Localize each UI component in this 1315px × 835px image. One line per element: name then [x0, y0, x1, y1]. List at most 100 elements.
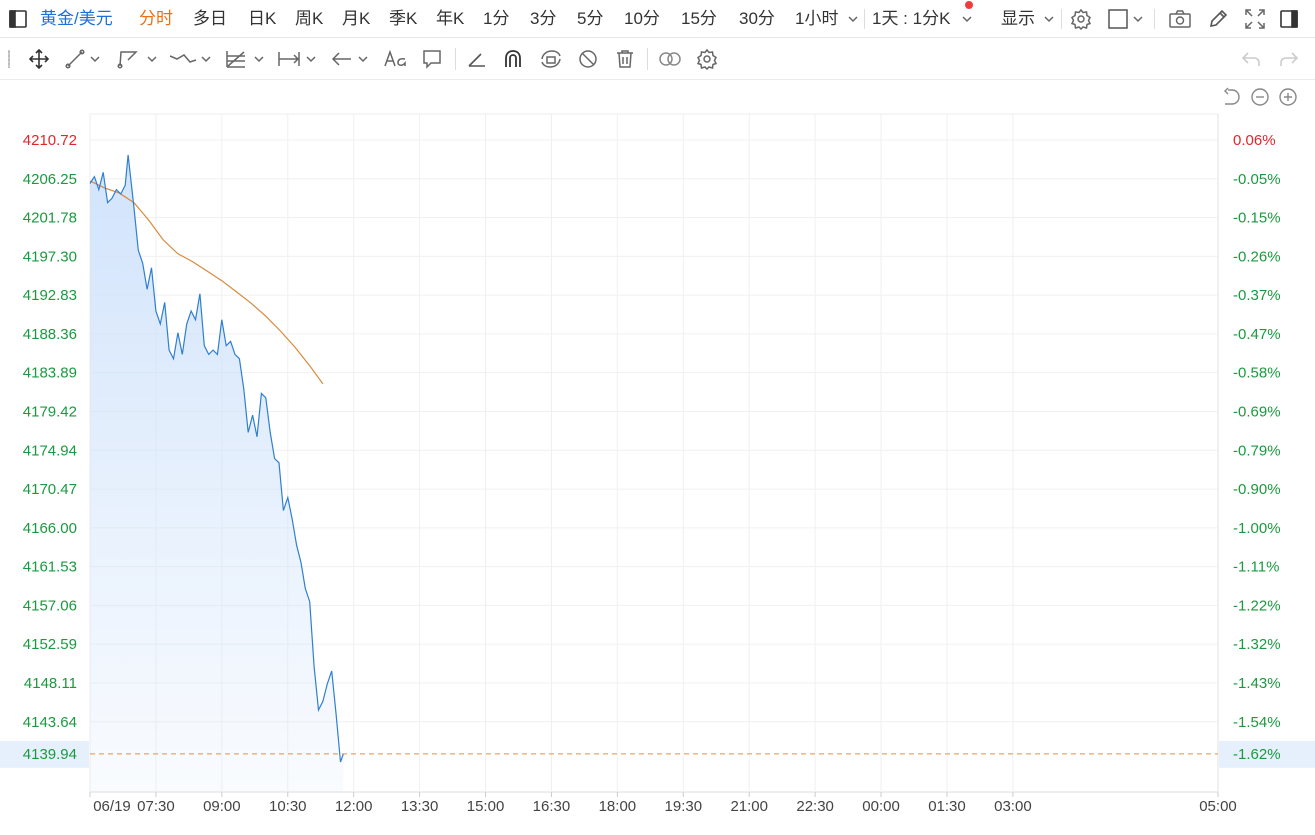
ruler-icon[interactable] [466, 48, 488, 70]
zoom-controls [1224, 87, 1297, 106]
x-tick-label: 06/19 [93, 798, 131, 815]
link-icon[interactable] [657, 48, 683, 70]
drawing-toolbar [0, 38, 1315, 80]
magnet-icon[interactable] [502, 48, 524, 70]
period-tab-daily[interactable]: 日K [248, 9, 277, 28]
x-tick-label: 21:00 [730, 798, 768, 815]
period-tab-yearly[interactable]: 年K [436, 9, 465, 28]
redo-icon[interactable] [1278, 48, 1300, 70]
top-toolbar: 黄金/美元 分时 多日 日K 周K 月K 季K 年K 1分 3分 5分 10分 … [0, 0, 1315, 38]
y-pct-label: -0.90% [1233, 481, 1281, 498]
drag-handle[interactable] [8, 50, 10, 68]
camera-icon[interactable] [1168, 9, 1192, 29]
y-tick-label: 4152.59 [23, 636, 77, 653]
y-tick-label: 4197.30 [23, 248, 77, 265]
measure-icon[interactable] [277, 48, 321, 70]
y-tick-label: 4210.72 [23, 132, 77, 149]
sidebar-toggle-icon[interactable] [8, 9, 28, 29]
x-tick-label: 15:00 [467, 798, 505, 815]
period-tab-quarterly[interactable]: 季K [389, 9, 418, 28]
chevron-down-icon[interactable] [1043, 14, 1055, 24]
move-icon[interactable] [28, 48, 50, 70]
y-pct-label: -1.22% [1233, 597, 1281, 614]
y-pct-label: -0.47% [1233, 326, 1281, 343]
period-tab-1hour[interactable]: 1小时 [795, 9, 839, 28]
x-tick-label: 19:30 [665, 798, 703, 815]
average-series-line [89, 180, 324, 385]
panel-icon[interactable] [1279, 9, 1299, 29]
chevron-down-icon[interactable] [847, 14, 859, 24]
text-icon[interactable] [383, 48, 409, 70]
trash-icon[interactable] [614, 48, 636, 70]
x-tick-label: 05:00 [1199, 798, 1237, 815]
period-tab-multiday[interactable]: 多日 [193, 9, 227, 28]
x-tick-label: 03:00 [994, 798, 1032, 815]
pencil-icon[interactable] [1207, 8, 1229, 30]
fullscreen-icon[interactable] [1244, 8, 1266, 30]
interval-select[interactable]: 1天 : 1分K [872, 9, 951, 28]
price-axis: 4210.72 4206.25 4201.78 4197.30 4192.83 4188.… [23, 132, 77, 731]
gear-icon[interactable] [1070, 8, 1092, 30]
period-tab-5min[interactable]: 5分 [577, 9, 604, 28]
current-price-label: 4139.94 [23, 746, 77, 763]
x-tick-label: 22:30 [796, 798, 834, 815]
current-price-marker: 4139.94 -1.62% [0, 740, 1315, 768]
y-tick-label: 4148.11 [24, 675, 77, 692]
period-tab-15min[interactable]: 15分 [681, 9, 717, 28]
price-line [89, 154, 344, 763]
x-tick-label: 07:30 [137, 798, 175, 815]
y-pct-label: -0.58% [1233, 365, 1281, 382]
y-tick-label: 4188.36 [23, 326, 77, 343]
percent-axis: 0.06% -0.05% -0.15% -0.26% -0.37% -0.47% -0.58… [1233, 132, 1281, 731]
y-pct-label: -0.37% [1233, 287, 1281, 304]
y-tick-label: 4206.25 [23, 171, 77, 188]
x-tick-label: 16:30 [533, 798, 571, 815]
x-tick-label: 12:00 [335, 798, 373, 815]
wave-icon[interactable] [168, 48, 214, 70]
x-tick-label: 01:30 [928, 798, 966, 815]
chevron-down-icon[interactable] [1132, 14, 1144, 24]
tool-settings-icon[interactable] [696, 48, 718, 70]
time-axis: 06/19 07:30 09:00 10:30 12:00 13:30 15:00 16:30… [93, 798, 1237, 815]
period-tab-1min[interactable]: 1分 [483, 9, 510, 28]
zoom-in-icon[interactable] [1279, 88, 1297, 106]
period-tab-10min[interactable]: 10分 [624, 9, 660, 28]
y-pct-label: -0.79% [1233, 442, 1281, 459]
zoom-out-icon[interactable] [1251, 88, 1269, 106]
y-pct-label: -0.69% [1233, 403, 1281, 420]
price-series-line [89, 154, 344, 763]
square-icon[interactable] [1108, 9, 1128, 29]
x-tick-label: 13:30 [401, 798, 439, 815]
hide-icon[interactable] [577, 48, 599, 70]
price-chart[interactable]: 4139.94 -1.62% 4210.72 4206.25 4201.78 4197.… [0, 80, 1315, 835]
symbol-title[interactable]: 黄金/美元 [40, 9, 113, 28]
y-pct-label: -1.43% [1233, 675, 1281, 692]
y-tick-label: 4166.00 [23, 520, 77, 537]
period-tab-intraday[interactable]: 分时 [139, 9, 173, 28]
current-pct-label-bg [1219, 740, 1315, 768]
x-tick-label: 00:00 [862, 798, 900, 815]
lock-icon[interactable] [539, 48, 563, 70]
display-menu[interactable]: 显示 [1001, 9, 1035, 28]
x-tick-label: 09:00 [203, 798, 241, 815]
period-tab-30min[interactable]: 30分 [739, 9, 775, 28]
y-tick-label: 4157.06 [23, 597, 77, 614]
line-icon[interactable] [64, 48, 100, 70]
chevron-down-icon[interactable] [961, 14, 973, 24]
period-tab-monthly[interactable]: 月K [342, 9, 371, 28]
y-tick-label: 4201.78 [23, 210, 77, 227]
reset-zoom-icon[interactable] [1224, 87, 1240, 105]
y-pct-label: -1.11% [1233, 559, 1279, 576]
y-tick-label: 4161.53 [23, 559, 77, 576]
y-pct-label: 0.06% [1233, 132, 1276, 149]
average-line [89, 180, 324, 385]
arrow-icon[interactable] [331, 48, 375, 70]
period-tab-3min[interactable]: 3分 [530, 9, 557, 28]
comment-icon[interactable] [421, 48, 443, 70]
y-tick-label: 4179.42 [23, 403, 77, 420]
period-tab-weekly[interactable]: 周K [295, 9, 324, 28]
undo-icon[interactable] [1240, 48, 1262, 70]
y-tick-label: 4174.94 [23, 442, 77, 459]
polyline-icon[interactable] [116, 48, 160, 70]
fib-icon[interactable] [224, 48, 268, 70]
